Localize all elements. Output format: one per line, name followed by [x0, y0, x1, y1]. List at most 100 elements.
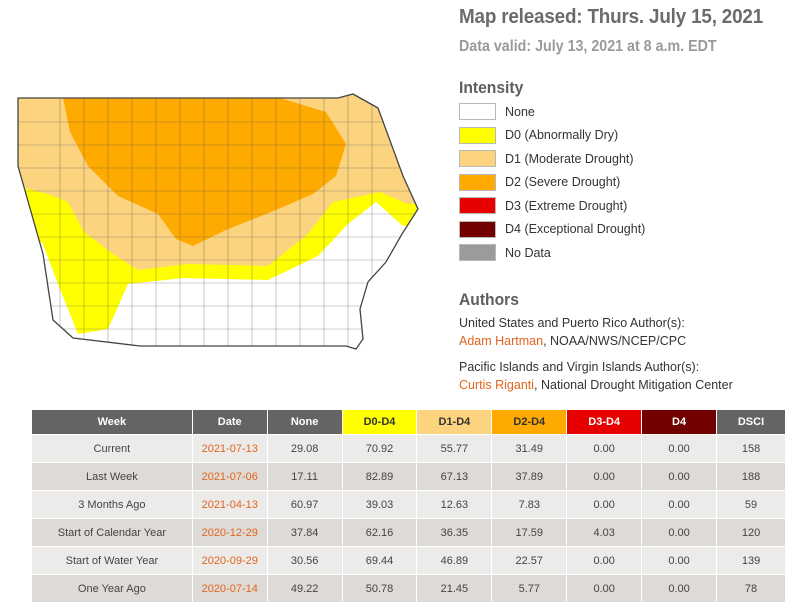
- value-cell: 0.00: [566, 434, 643, 463]
- value-cell: 0.00: [566, 574, 643, 603]
- date-link[interactable]: 2021-04-13: [191, 490, 268, 519]
- value-cell: 82.89: [341, 462, 418, 491]
- value-cell: 50.78: [341, 574, 418, 603]
- legend-swatch: [459, 197, 496, 215]
- value-cell: 0.00: [641, 518, 718, 547]
- value-cell: 158: [716, 434, 786, 463]
- column-header: D4: [641, 409, 718, 435]
- week-cell: One Year Ago: [31, 574, 193, 603]
- table-row: Start of Water Year 2020-09-29 30.56 69.…: [31, 546, 786, 575]
- date-link[interactable]: 2021-07-13: [191, 434, 268, 463]
- legend-item: No Data: [459, 241, 645, 265]
- value-cell: 67.13: [416, 462, 493, 491]
- value-cell: 37.89: [491, 462, 568, 491]
- us-author-line: Adam Hartman, NOAA/NWS/NCEP/CPC: [459, 334, 686, 348]
- legend-item: D4 (Exceptional Drought): [459, 218, 645, 242]
- legend-item: D2 (Severe Drought): [459, 171, 645, 195]
- us-author-link[interactable]: Adam Hartman: [459, 334, 544, 348]
- column-header: D3-D4: [566, 409, 643, 435]
- legend-label: No Data: [505, 245, 551, 260]
- legend-label: D1 (Moderate Drought): [505, 151, 634, 166]
- value-cell: 29.08: [266, 434, 343, 463]
- week-cell: Last Week: [31, 462, 193, 491]
- map-d2-area: [63, 98, 346, 246]
- value-cell: 78: [716, 574, 786, 603]
- value-cell: 17.11: [266, 462, 343, 491]
- table-header-row: Week Date None D0-D4 D1-D4 D2-D4 D3-D4 D…: [31, 409, 786, 435]
- value-cell: 59: [716, 490, 786, 519]
- table-row: Start of Calendar Year 2020-12-29 37.84 …: [31, 518, 786, 547]
- data-valid-date: Data valid: July 13, 2021 at 8 a.m. EDT: [459, 38, 717, 55]
- legend-swatch: [459, 103, 496, 121]
- legend-item: D3 (Extreme Drought): [459, 194, 645, 218]
- column-header: D0-D4: [341, 409, 418, 435]
- authors-title: Authors: [459, 290, 519, 309]
- value-cell: 37.84: [266, 518, 343, 547]
- legend-label: D2 (Severe Drought): [505, 175, 621, 190]
- value-cell: 0.00: [641, 490, 718, 519]
- legend-item: D1 (Moderate Drought): [459, 147, 645, 171]
- week-cell: 3 Months Ago: [31, 490, 193, 519]
- map-released-date: Map released: Thurs. July 15, 2021: [459, 5, 764, 28]
- column-header: None: [266, 409, 343, 435]
- pi-author-affiliation: , National Drought Mitigation Center: [534, 378, 733, 392]
- value-cell: 0.00: [566, 546, 643, 575]
- value-cell: 55.77: [416, 434, 493, 463]
- legend-swatch: [459, 220, 496, 238]
- value-cell: 139: [716, 546, 786, 575]
- week-cell: Current: [31, 434, 193, 463]
- value-cell: 0.00: [641, 546, 718, 575]
- date-link[interactable]: 2020-07-14: [191, 574, 268, 603]
- date-link[interactable]: 2021-07-06: [191, 462, 268, 491]
- pi-author-line: Curtis Riganti, National Drought Mitigat…: [459, 378, 733, 392]
- value-cell: 49.22: [266, 574, 343, 603]
- column-header: DSCI: [716, 409, 786, 435]
- value-cell: 0.00: [641, 462, 718, 491]
- column-header: D2-D4: [491, 409, 568, 435]
- value-cell: 69.44: [341, 546, 418, 575]
- iowa-outline: [17, 93, 419, 350]
- us-authors-heading: United States and Puerto Rico Author(s):: [459, 316, 685, 330]
- table-row: Current 2021-07-13 29.08 70.92 55.77 31.…: [31, 434, 786, 463]
- value-cell: 70.92: [341, 434, 418, 463]
- value-cell: 0.00: [641, 574, 718, 603]
- iowa-drought-map: [8, 84, 428, 384]
- week-cell: Start of Calendar Year: [31, 518, 193, 547]
- value-cell: 188: [716, 462, 786, 491]
- legend-swatch: [459, 150, 496, 168]
- value-cell: 0.00: [566, 490, 643, 519]
- iowa-map-svg: [17, 93, 419, 350]
- legend-item: D0 (Abnormally Dry): [459, 124, 645, 148]
- date-link[interactable]: 2020-12-29: [191, 518, 268, 547]
- legend-item: None: [459, 100, 645, 124]
- us-author-affiliation: , NOAA/NWS/NCEP/CPC: [543, 334, 687, 348]
- value-cell: 36.35: [416, 518, 493, 547]
- value-cell: 62.16: [341, 518, 418, 547]
- county-lines: [18, 94, 418, 349]
- legend-swatch: [459, 173, 496, 191]
- pi-author-link[interactable]: Curtis Riganti: [459, 378, 535, 392]
- value-cell: 22.57: [491, 546, 568, 575]
- value-cell: 5.77: [491, 574, 568, 603]
- pi-authors-heading: Pacific Islands and Virgin Islands Autho…: [459, 360, 700, 374]
- value-cell: 7.83: [491, 490, 568, 519]
- legend-label: D0 (Abnormally Dry): [505, 128, 619, 143]
- legend-label: None: [505, 104, 535, 119]
- legend-swatch: [459, 126, 496, 144]
- week-cell: Start of Water Year: [31, 546, 193, 575]
- value-cell: 0.00: [566, 462, 643, 491]
- intensity-legend: None D0 (Abnormally Dry) D1 (Moderate Dr…: [459, 100, 645, 265]
- legend-title: Intensity: [459, 78, 524, 97]
- value-cell: 4.03: [566, 518, 643, 547]
- value-cell: 17.59: [491, 518, 568, 547]
- column-header: D1-D4: [416, 409, 493, 435]
- value-cell: 31.49: [491, 434, 568, 463]
- value-cell: 0.00: [641, 434, 718, 463]
- column-header: Week: [31, 409, 193, 435]
- value-cell: 39.03: [341, 490, 418, 519]
- legend-label: D3 (Extreme Drought): [505, 198, 628, 213]
- date-link[interactable]: 2020-09-29: [191, 546, 268, 575]
- legend-swatch: [459, 244, 496, 262]
- column-header: Date: [191, 409, 268, 435]
- value-cell: 120: [716, 518, 786, 547]
